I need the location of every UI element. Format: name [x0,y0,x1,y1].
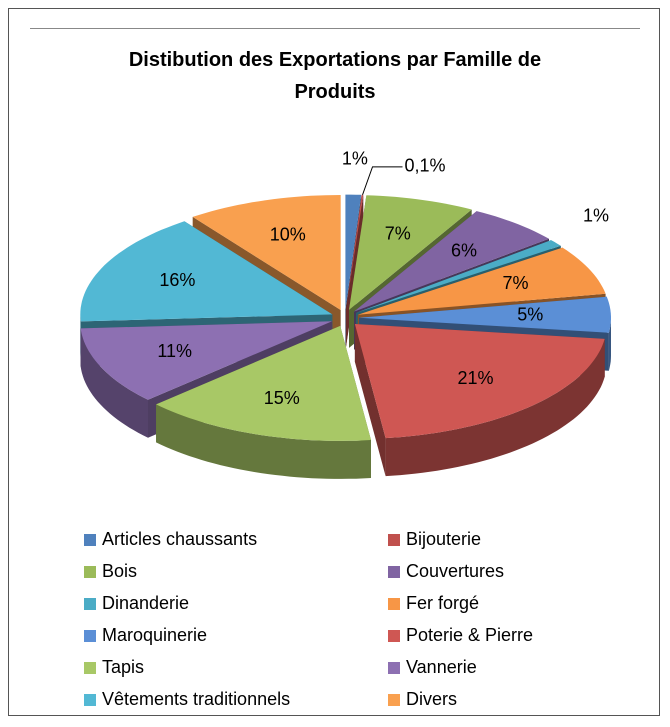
legend-label: Maroquinerie [102,625,207,645]
slice-side [156,404,371,479]
legend-label: Tapis [102,657,144,677]
slice [354,324,605,439]
data-label: 21% [458,368,494,388]
slice-side [608,317,611,371]
legend-swatch [84,630,96,642]
data-label: 1% [342,148,368,168]
header-line [30,28,640,29]
legend-swatch [84,598,96,610]
legend-label: Divers [406,689,457,709]
data-label: 11% [157,341,192,361]
legend-label: Poterie & Pierre [406,625,533,645]
legend-swatch [388,694,400,706]
data-label: 10% [270,224,306,244]
slice [357,247,606,315]
data-label: 16% [159,270,195,290]
data-label: 15% [264,388,300,408]
legend-label: Vêtements traditionnels [102,689,290,709]
legend-swatch [84,534,96,546]
leader-line [362,166,403,196]
legend-label: Fer forgé [406,593,479,613]
legend-swatch [388,534,400,546]
data-label: 1% [583,206,609,226]
legend-swatch [388,598,400,610]
data-label: 5% [517,304,543,324]
slice [345,194,362,310]
legend-swatch [84,694,96,706]
legend-swatch [84,566,96,578]
slice-side [80,328,148,438]
legend-label: Vannerie [406,657,477,677]
legend-label: Articles chaussants [102,529,257,549]
slice [345,194,364,310]
slice [354,211,549,312]
slice [156,325,371,441]
legend-swatch [388,662,400,674]
slice-wall [354,324,386,477]
slice [349,195,472,310]
legend-label: Bois [102,561,137,581]
chart-title: Distibution des Exportations par Famille… [128,49,542,103]
legend-label: Dinanderie [102,593,189,613]
slice [192,195,341,310]
slice [356,240,561,313]
chart-frame [8,8,660,716]
slice [80,321,333,400]
data-label: 7% [502,273,528,293]
legend-label: Couvertures [406,561,504,581]
legend-swatch [388,630,400,642]
data-label: 6% [451,240,477,260]
slice [80,221,333,322]
data-label: 7% [385,224,411,244]
legend-swatch [388,566,400,578]
slice [359,296,611,333]
legend-label: Bijouterie [406,529,481,549]
slice-side [385,338,605,477]
legend-swatch [84,662,96,674]
data-label: 0,1% [405,156,446,176]
